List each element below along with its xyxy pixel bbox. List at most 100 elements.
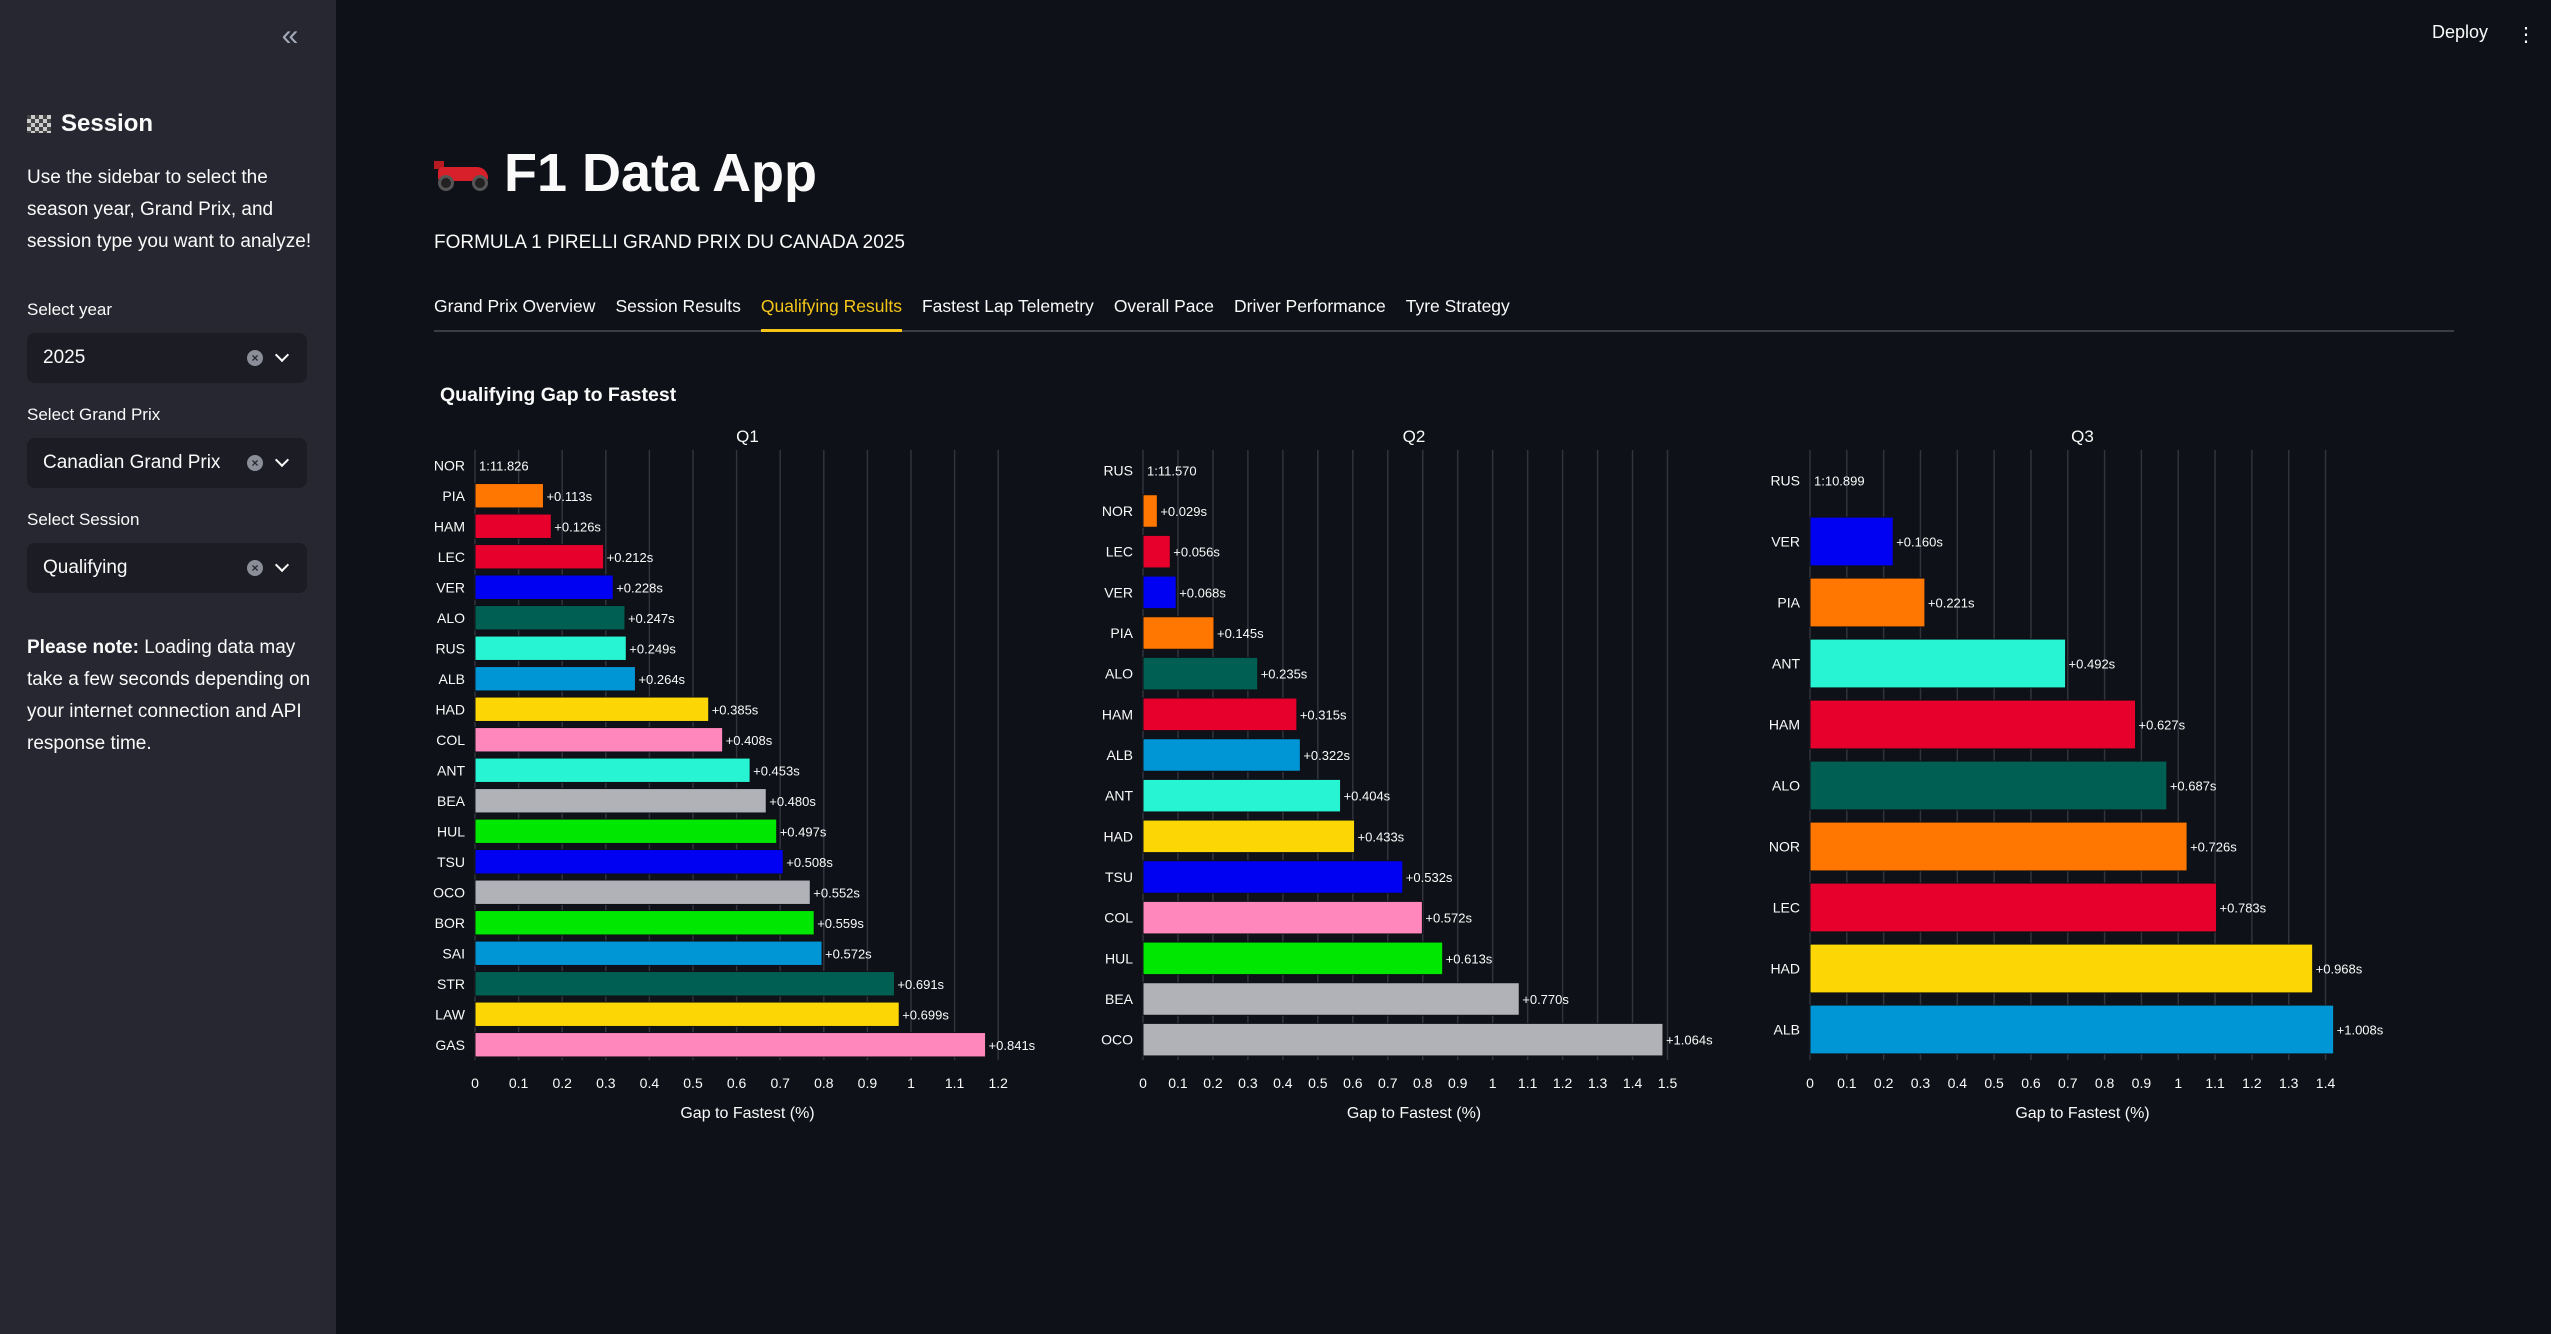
deploy-button[interactable]: Deploy (2432, 22, 2489, 42)
chart-title: Qualifying Gap to Fastest (440, 384, 677, 406)
bar (1142, 494, 1158, 528)
x-tick-label: 0 (1139, 1075, 1147, 1091)
bar-value-label: +0.029s (1160, 504, 1207, 519)
collapse-sidebar-icon[interactable]: « (281, 19, 299, 52)
chevron-down-icon[interactable] (274, 452, 290, 468)
bar-value-label: 1:11.570 (1147, 463, 1197, 478)
tab-grand-prix-overview[interactable]: Grand Prix Overview (434, 296, 596, 316)
tab-driver-performance[interactable]: Driver Performance (1234, 296, 1386, 316)
driver-label: BOR (435, 915, 465, 931)
x-axis-label: Gap to Fastest (%) (2015, 1105, 2149, 1122)
chevron-down-icon[interactable] (274, 347, 290, 363)
tab-bar: Grand Prix Overview Session Results Qualif… (434, 292, 2454, 332)
bar-value-label: +0.687s (2170, 779, 2217, 794)
chevron-down-icon[interactable] (274, 557, 290, 573)
driver-label: PIA (1777, 595, 1800, 611)
driver-label: VER (436, 579, 465, 595)
driver-label: LEC (1106, 544, 1133, 560)
bar-value-label: +0.408s (726, 733, 773, 748)
bar-value-label: +0.508s (786, 855, 833, 870)
bar-value-label: +0.056s (1173, 545, 1220, 560)
x-tick-label: 0.4 (1948, 1075, 1968, 1091)
bar-value-label: +0.235s (1261, 667, 1308, 682)
x-tick-label: 1 (907, 1075, 915, 1091)
bar-value-label: +0.315s (1300, 707, 1347, 722)
bar (474, 849, 784, 875)
driver-label: ALO (1105, 666, 1133, 682)
tab-qualifying-results[interactable]: Qualifying Results (760, 292, 902, 332)
x-tick-label: 1.1 (945, 1075, 965, 1091)
sidebar-description: Use the sidebar to select the season yea… (27, 167, 312, 252)
kebab-menu-icon[interactable]: ⋮ (2516, 24, 2536, 46)
driver-label: GAS (435, 1037, 465, 1053)
bar-value-label: +0.691s (897, 977, 944, 992)
chart-subplot-title: Q1 (736, 427, 759, 446)
driver-label: ALB (439, 671, 465, 687)
driver-label: VER (1771, 534, 1800, 550)
driver-label: BEA (437, 793, 466, 809)
tab-tyre-strategy[interactable]: Tyre Strategy (1405, 296, 1510, 316)
driver-label: NOR (1102, 503, 1133, 519)
bar (474, 605, 626, 631)
driver-label: COL (1104, 910, 1133, 926)
x-tick-label: 1.2 (2242, 1075, 2262, 1091)
x-tick-label: 0.8 (1413, 1075, 1433, 1091)
clear-icon[interactable]: × (247, 560, 263, 576)
x-tick-label: 0.2 (552, 1075, 572, 1091)
driver-label: ALB (1107, 747, 1133, 763)
driver-label: ANT (1772, 656, 1800, 672)
year-select[interactable]: 2025 × (27, 333, 307, 383)
driver-label: STR (437, 976, 465, 992)
driver-label: HAD (1103, 828, 1133, 844)
x-tick-label: 0.5 (683, 1075, 703, 1091)
x-tick-label: 0.3 (1911, 1075, 1931, 1091)
x-tick-label: 1 (1489, 1075, 1497, 1091)
x-tick-label: 0.3 (1238, 1075, 1258, 1091)
bar-value-label: +0.453s (753, 763, 800, 778)
bar (474, 513, 552, 539)
bar (474, 818, 778, 844)
bar-value-label: +0.770s (1522, 992, 1569, 1007)
bar-value-label: +0.572s (1425, 911, 1472, 926)
x-tick-label: 0.9 (2132, 1075, 2152, 1091)
x-tick-label: 0 (1806, 1075, 1814, 1091)
session-select[interactable]: Qualifying × (27, 543, 307, 593)
bar-value-label: +0.145s (1217, 626, 1264, 641)
bar-value-label: +0.497s (780, 824, 827, 839)
clear-icon[interactable]: × (247, 455, 263, 471)
bar (1809, 638, 2067, 689)
bar (1142, 534, 1171, 569)
driver-label: RUS (1103, 462, 1133, 478)
grand-prix-select[interactable]: Canadian Grand Prix × (27, 438, 307, 488)
bar (1809, 821, 2188, 872)
driver-label: VER (1104, 584, 1133, 600)
bar (474, 574, 614, 600)
bar (1809, 943, 2314, 994)
checkered-flag-icon (27, 115, 51, 133)
session-select-value: Qualifying (43, 557, 128, 578)
race-car-icon (434, 153, 492, 193)
bar (474, 544, 605, 570)
x-tick-label: 0.2 (1874, 1075, 1894, 1091)
bar (1142, 656, 1259, 691)
driver-label: LEC (438, 549, 465, 565)
bar-value-label: +1.064s (1666, 1033, 1713, 1048)
bar (474, 910, 815, 936)
bar-value-label: +0.249s (629, 641, 676, 656)
tab-fastest-lap-telemetry[interactable]: Fastest Lap Telemetry (921, 296, 1094, 316)
bar-value-label: +0.228s (616, 580, 663, 595)
driver-label: ALO (437, 610, 465, 626)
bar (474, 727, 724, 753)
clear-icon[interactable]: × (247, 350, 263, 366)
chart-q1: Q1 0 0.1 0.2 0.3 0.4 0.5 0.6 0.7 0.8 0.9 1 1.1 1.2 Gap… (433, 427, 1036, 1122)
bar-value-label: +0.068s (1179, 585, 1226, 600)
tab-overall-pace[interactable]: Overall Pace (1113, 296, 1214, 316)
driver-label: RUS (435, 640, 465, 656)
tab-session-results[interactable]: Session Results (615, 296, 741, 316)
bar-value-label: +0.126s (554, 519, 601, 534)
x-tick-label: 1.5 (1658, 1075, 1678, 1091)
driver-label: COL (436, 732, 465, 748)
x-tick-label: 1.1 (2205, 1075, 2225, 1091)
bar (474, 666, 636, 692)
driver-label: BEA (1105, 991, 1134, 1007)
